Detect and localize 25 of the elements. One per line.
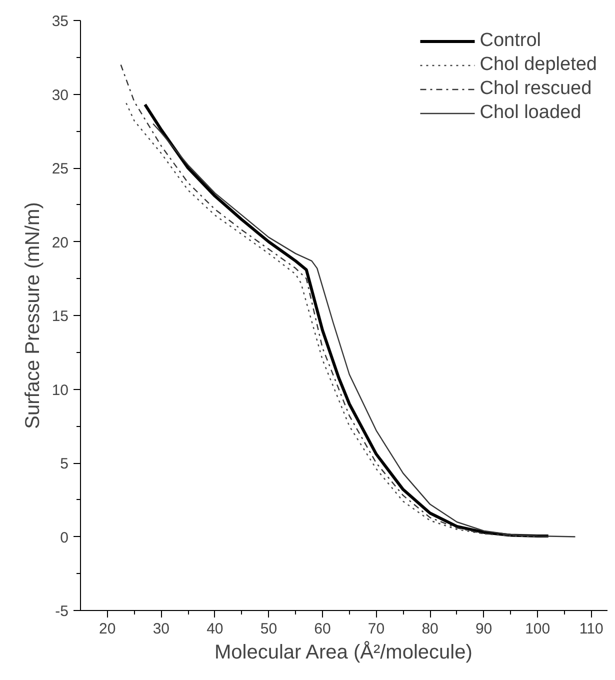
legend-label: Chol depleted <box>480 54 597 76</box>
x-tick-label: 60 <box>314 620 331 638</box>
y-tick-label: 25 <box>52 160 69 178</box>
x-tick-label: 70 <box>368 620 385 638</box>
y-tick-label: -5 <box>55 603 69 620</box>
x-axis-title: Molecular Area (Å²/molecule) <box>214 640 472 664</box>
y-tick-label: 30 <box>52 86 69 104</box>
x-tick-label: 90 <box>475 620 492 638</box>
y-tick-label: 20 <box>52 234 69 252</box>
x-tick-label: 30 <box>152 620 170 638</box>
legend-label: Chol loaded <box>480 102 582 124</box>
x-tick-label: 110 <box>579 620 604 638</box>
x-tick-label: 20 <box>99 620 116 638</box>
x-tick-label: 50 <box>260 620 278 638</box>
y-tick-label: 35 <box>52 13 69 30</box>
y-tick-label: 15 <box>52 308 69 325</box>
y-tick-label: 5 <box>60 456 68 472</box>
x-tick-label: 100 <box>525 620 550 638</box>
y-axis-title: Surface Pressure (mN/m) <box>22 202 44 429</box>
y-tick-label: 10 <box>52 382 69 399</box>
legend-label: Control <box>480 30 541 52</box>
x-tick-label: 80 <box>422 620 438 638</box>
y-tick-label: 0 <box>60 529 68 546</box>
legend-label: Chol rescued <box>480 78 592 100</box>
x-tick-label: 40 <box>206 620 224 638</box>
